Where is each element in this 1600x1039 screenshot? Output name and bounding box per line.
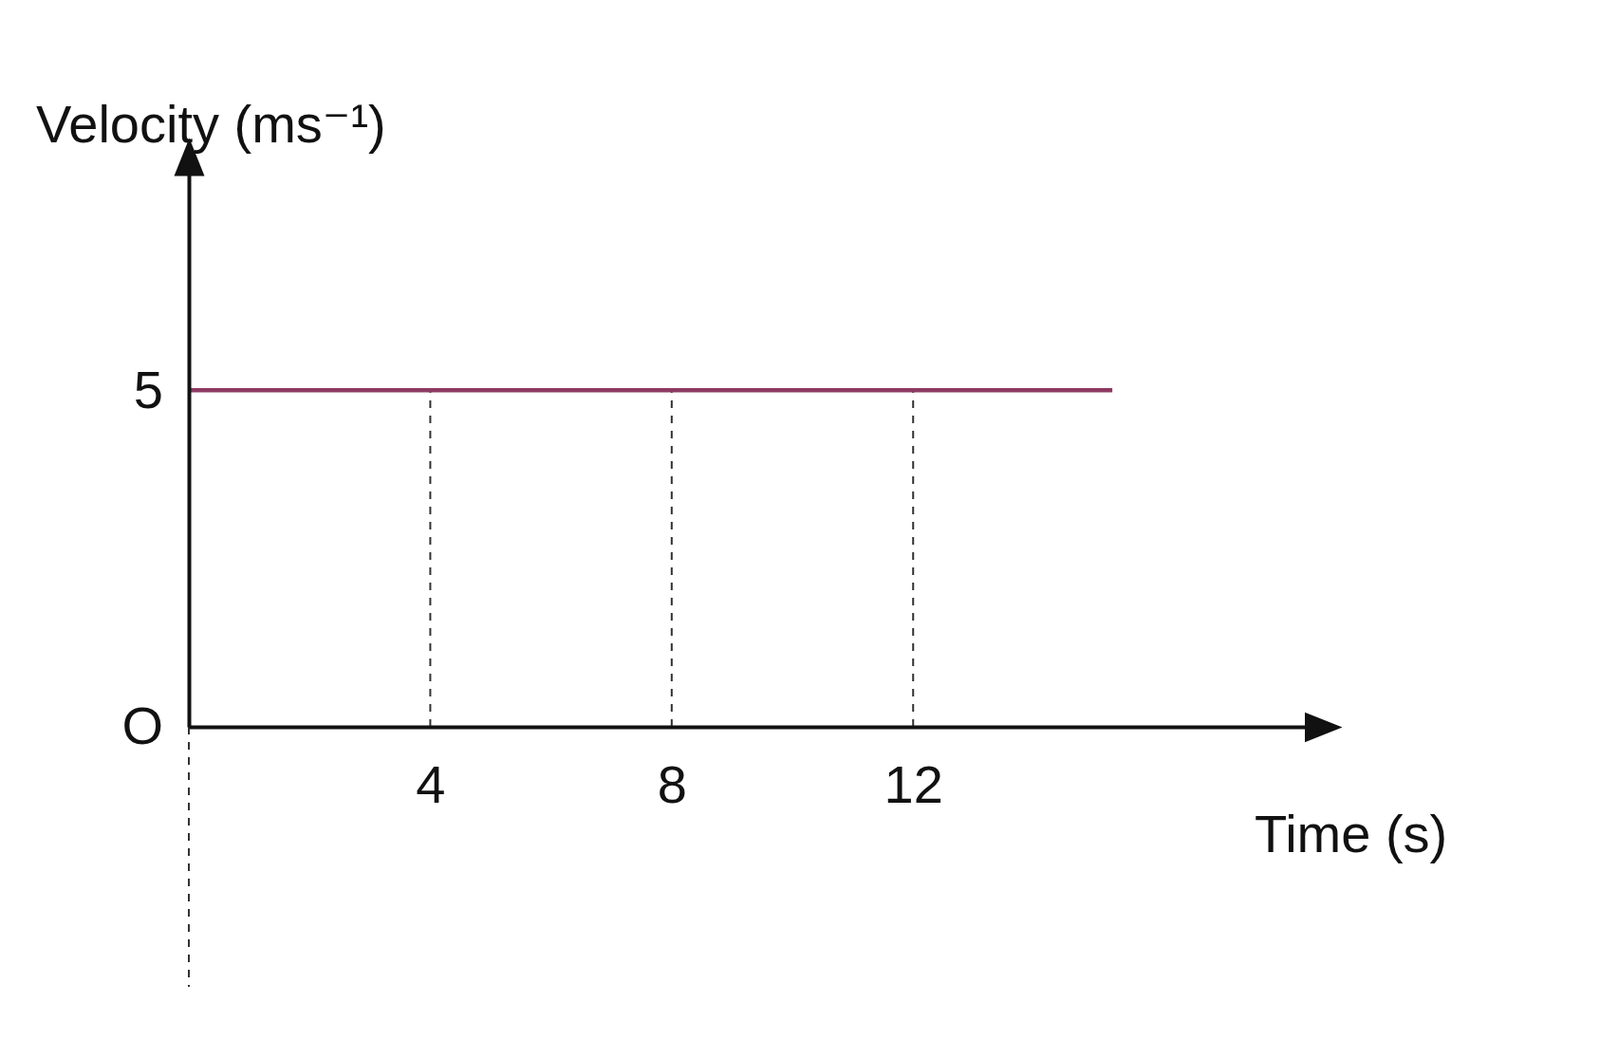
x-tick-label: 4 [415,754,446,815]
x-axis-line [189,725,1313,730]
chart-container: 4812O5Velocity (ms⁻¹)Time (s) [0,0,1600,1039]
grid-line [670,390,673,727]
plot-area [188,390,1113,391]
x-tick: 4 [415,726,446,815]
x-axis-title: Time (s) [1254,803,1448,864]
grid [429,390,913,727]
y-tick-label: 5 [133,359,164,420]
y-tick: O [121,695,189,756]
y-tick: 5 [133,359,189,420]
grid-line [911,390,914,727]
x-tick: 8 [657,726,688,815]
y-axis-title: Velocity (ms⁻¹) [36,93,387,154]
data-line [188,388,1113,393]
grid-line [428,390,431,727]
y-tick-label: O [121,695,164,756]
chart-svg: 4812O5Velocity (ms⁻¹)Time (s) [0,0,1600,1039]
y-axis: O5 [121,168,189,757]
axis-extension [187,726,190,987]
x-tick-label: 12 [884,754,944,815]
x-tick: 12 [884,726,944,815]
background [0,0,1600,1039]
x-axis: 4 8 12 [189,726,1313,815]
x-tick-label: 8 [657,754,688,815]
y-axis-line [187,168,192,728]
